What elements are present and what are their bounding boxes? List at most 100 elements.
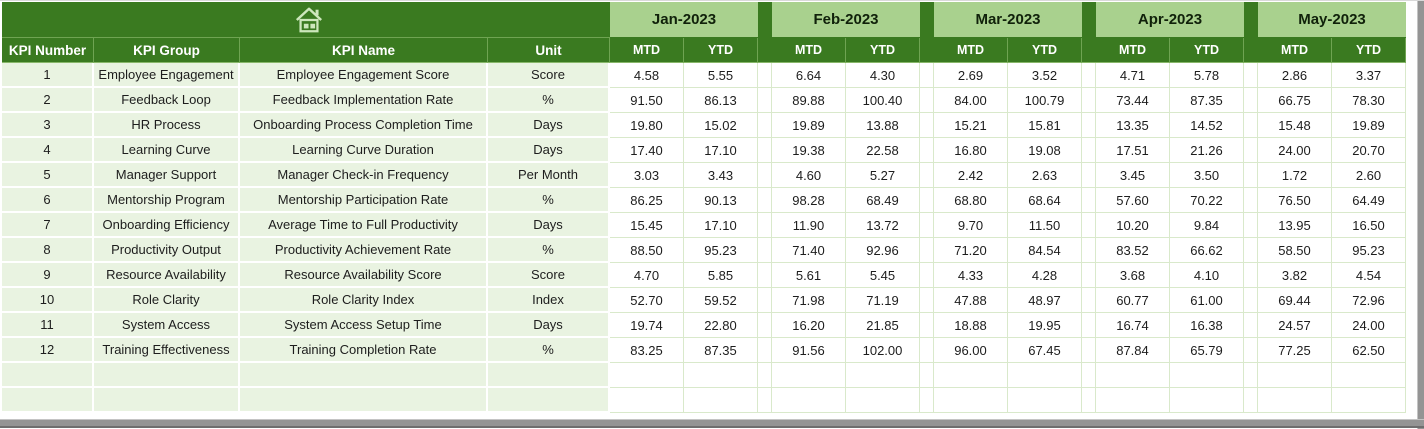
- cell-value[interactable]: 13.95: [1258, 213, 1332, 238]
- cell-value[interactable]: 87.35: [1170, 88, 1244, 113]
- cell-value[interactable]: 19.89: [1332, 113, 1406, 138]
- cell-value[interactable]: 2.69: [934, 63, 1008, 88]
- cell-value[interactable]: 78.30: [1332, 88, 1406, 113]
- cell-kpi-name[interactable]: Productivity Achievement Rate: [240, 238, 488, 263]
- period-header-ytd[interactable]: YTD: [1332, 38, 1406, 63]
- cell-value[interactable]: 4.28: [1008, 263, 1082, 288]
- cell-value[interactable]: 52.70: [610, 288, 684, 313]
- cell-value[interactable]: 15.81: [1008, 113, 1082, 138]
- cell-value[interactable]: 3.52: [1008, 63, 1082, 88]
- cell-value[interactable]: 6.64: [772, 63, 846, 88]
- cell-value[interactable]: 100.40: [846, 88, 920, 113]
- cell-value[interactable]: 4.54: [1332, 263, 1406, 288]
- cell-kpi-number[interactable]: 4: [2, 138, 94, 163]
- cell-kpi-name[interactable]: Feedback Implementation Rate: [240, 88, 488, 113]
- column-header-kpi-number[interactable]: KPI Number: [2, 38, 94, 63]
- month-header-jan-2023[interactable]: Jan-2023: [610, 2, 758, 38]
- cell-value[interactable]: 2.86: [1258, 63, 1332, 88]
- empty-cell[interactable]: [94, 388, 240, 413]
- period-header-ytd[interactable]: YTD: [1008, 38, 1082, 63]
- cell-value[interactable]: 13.35: [1096, 113, 1170, 138]
- cell-kpi-number[interactable]: 11: [2, 313, 94, 338]
- cell-kpi-name[interactable]: Employee Engagement Score: [240, 63, 488, 88]
- empty-cell[interactable]: [1332, 388, 1406, 413]
- cell-value[interactable]: 4.30: [846, 63, 920, 88]
- cell-value[interactable]: 10.20: [1096, 213, 1170, 238]
- cell-value[interactable]: 88.50: [610, 238, 684, 263]
- cell-kpi-number[interactable]: 6: [2, 188, 94, 213]
- empty-cell[interactable]: [1008, 363, 1082, 388]
- empty-cell[interactable]: [1258, 363, 1332, 388]
- cell-value[interactable]: 89.88: [772, 88, 846, 113]
- month-header-mar-2023[interactable]: Mar-2023: [934, 2, 1082, 38]
- cell-kpi-number[interactable]: 12: [2, 338, 94, 363]
- cell-value[interactable]: 5.55: [684, 63, 758, 88]
- period-header-mtd[interactable]: MTD: [610, 38, 684, 63]
- empty-cell[interactable]: [1096, 388, 1170, 413]
- cell-kpi-number[interactable]: 1: [2, 63, 94, 88]
- period-header-mtd[interactable]: MTD: [1096, 38, 1170, 63]
- cell-value[interactable]: 73.44: [1096, 88, 1170, 113]
- period-header-mtd[interactable]: MTD: [1258, 38, 1332, 63]
- month-header-may-2023[interactable]: May-2023: [1258, 2, 1406, 38]
- empty-cell[interactable]: [240, 388, 488, 413]
- cell-value[interactable]: 95.23: [1332, 238, 1406, 263]
- cell-kpi-number[interactable]: 9: [2, 263, 94, 288]
- cell-value[interactable]: 17.40: [610, 138, 684, 163]
- cell-value[interactable]: 102.00: [846, 338, 920, 363]
- cell-value[interactable]: 24.57: [1258, 313, 1332, 338]
- cell-value[interactable]: 16.38: [1170, 313, 1244, 338]
- cell-value[interactable]: 67.45: [1008, 338, 1082, 363]
- cell-kpi-group[interactable]: Learning Curve: [94, 138, 240, 163]
- cell-value[interactable]: 19.89: [772, 113, 846, 138]
- cell-kpi-group[interactable]: Resource Availability: [94, 263, 240, 288]
- cell-kpi-group[interactable]: HR Process: [94, 113, 240, 138]
- cell-value[interactable]: 58.50: [1258, 238, 1332, 263]
- empty-cell[interactable]: [934, 363, 1008, 388]
- cell-value[interactable]: 3.45: [1096, 163, 1170, 188]
- cell-kpi-number[interactable]: 8: [2, 238, 94, 263]
- cell-value[interactable]: 5.45: [846, 263, 920, 288]
- cell-kpi-number[interactable]: 7: [2, 213, 94, 238]
- cell-value[interactable]: 3.82: [1258, 263, 1332, 288]
- cell-value[interactable]: 15.21: [934, 113, 1008, 138]
- period-header-ytd[interactable]: YTD: [846, 38, 920, 63]
- cell-value[interactable]: 17.10: [684, 138, 758, 163]
- cell-value[interactable]: 100.79: [1008, 88, 1082, 113]
- cell-kpi-number[interactable]: 3: [2, 113, 94, 138]
- cell-value[interactable]: 16.50: [1332, 213, 1406, 238]
- cell-value[interactable]: 3.68: [1096, 263, 1170, 288]
- empty-cell[interactable]: [846, 388, 920, 413]
- empty-cell[interactable]: [772, 388, 846, 413]
- cell-value[interactable]: 3.50: [1170, 163, 1244, 188]
- cell-value[interactable]: 72.96: [1332, 288, 1406, 313]
- empty-cell[interactable]: [240, 363, 488, 388]
- cell-kpi-name[interactable]: Role Clarity Index: [240, 288, 488, 313]
- empty-cell[interactable]: [1332, 363, 1406, 388]
- empty-cell[interactable]: [2, 363, 94, 388]
- cell-value[interactable]: 4.70: [610, 263, 684, 288]
- cell-unit[interactable]: %: [488, 188, 610, 213]
- cell-value[interactable]: 66.62: [1170, 238, 1244, 263]
- cell-kpi-group[interactable]: Employee Engagement: [94, 63, 240, 88]
- empty-cell[interactable]: [934, 388, 1008, 413]
- cell-kpi-group[interactable]: System Access: [94, 313, 240, 338]
- cell-value[interactable]: 64.49: [1332, 188, 1406, 213]
- cell-value[interactable]: 3.37: [1332, 63, 1406, 88]
- cell-value[interactable]: 4.58: [610, 63, 684, 88]
- cell-kpi-name[interactable]: Manager Check-in Frequency: [240, 163, 488, 188]
- empty-cell[interactable]: [1170, 363, 1244, 388]
- cell-value[interactable]: 69.44: [1258, 288, 1332, 313]
- cell-value[interactable]: 11.50: [1008, 213, 1082, 238]
- cell-value[interactable]: 84.00: [934, 88, 1008, 113]
- cell-kpi-name[interactable]: Resource Availability Score: [240, 263, 488, 288]
- empty-cell[interactable]: [1170, 388, 1244, 413]
- cell-value[interactable]: 16.74: [1096, 313, 1170, 338]
- cell-value[interactable]: 19.95: [1008, 313, 1082, 338]
- cell-value[interactable]: 91.50: [610, 88, 684, 113]
- cell-unit[interactable]: %: [488, 88, 610, 113]
- period-header-mtd[interactable]: MTD: [934, 38, 1008, 63]
- cell-kpi-group[interactable]: Mentorship Program: [94, 188, 240, 213]
- cell-unit[interactable]: %: [488, 338, 610, 363]
- cell-value[interactable]: 83.52: [1096, 238, 1170, 263]
